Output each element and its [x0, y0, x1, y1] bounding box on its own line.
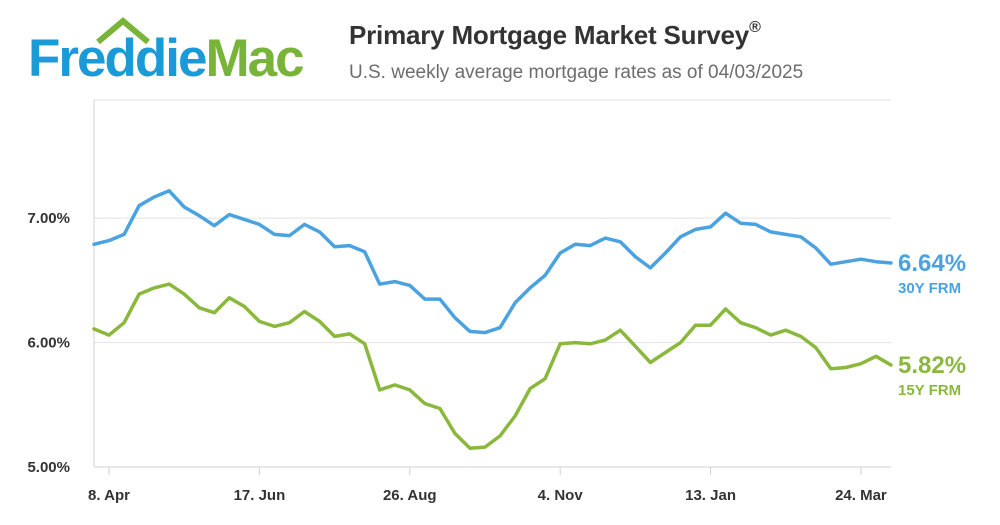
freddie-mac-logo-mark: FreddieMac	[28, 17, 305, 88]
x-tick-label: 24. Mar	[835, 487, 887, 504]
series-layer	[92, 189, 893, 451]
x-tick-label: 8. Apr	[88, 487, 130, 504]
chart-title-text: Primary Mortgage Market Survey	[349, 20, 750, 50]
grid-layer	[94, 99, 891, 468]
x-tick-label: 17. Jun	[234, 487, 286, 504]
y-tick-label: 5.00%	[27, 459, 70, 476]
y-tick-label: 7.00%	[27, 210, 70, 227]
series-30y-line	[92, 189, 893, 335]
series-30y-last-value: 6.64%	[898, 250, 966, 277]
x-tick-label: 4. Nov	[538, 487, 584, 504]
series-15y-name: 15Y FRM	[898, 382, 961, 399]
series-15y-line	[92, 282, 893, 451]
x-tick-label: 13. Jan	[685, 487, 736, 504]
freddie-mac-logo: FreddieMac	[26, 12, 326, 92]
chart-title: Primary Mortgage Market Survey®	[349, 19, 761, 51]
registered-mark: ®	[749, 19, 761, 37]
series-15y-last-value: 5.82%	[898, 352, 966, 379]
svg-text:FreddieMac: FreddieMac	[28, 29, 303, 88]
series-30y-name: 30Y FRM	[898, 280, 961, 297]
label-layer: 6.64% 30Y FRM 5.82% 15Y FRM	[898, 250, 966, 399]
chart-subtitle: U.S. weekly average mortgage rates as of…	[349, 62, 804, 83]
axis-layer: 5.00% 6.00% 7.00% 8. Apr 17. Jun 26. Aug 4. No…	[27, 100, 891, 504]
y-tick-label: 6.00%	[27, 335, 70, 352]
x-tick-label: 26. Aug	[383, 487, 437, 504]
